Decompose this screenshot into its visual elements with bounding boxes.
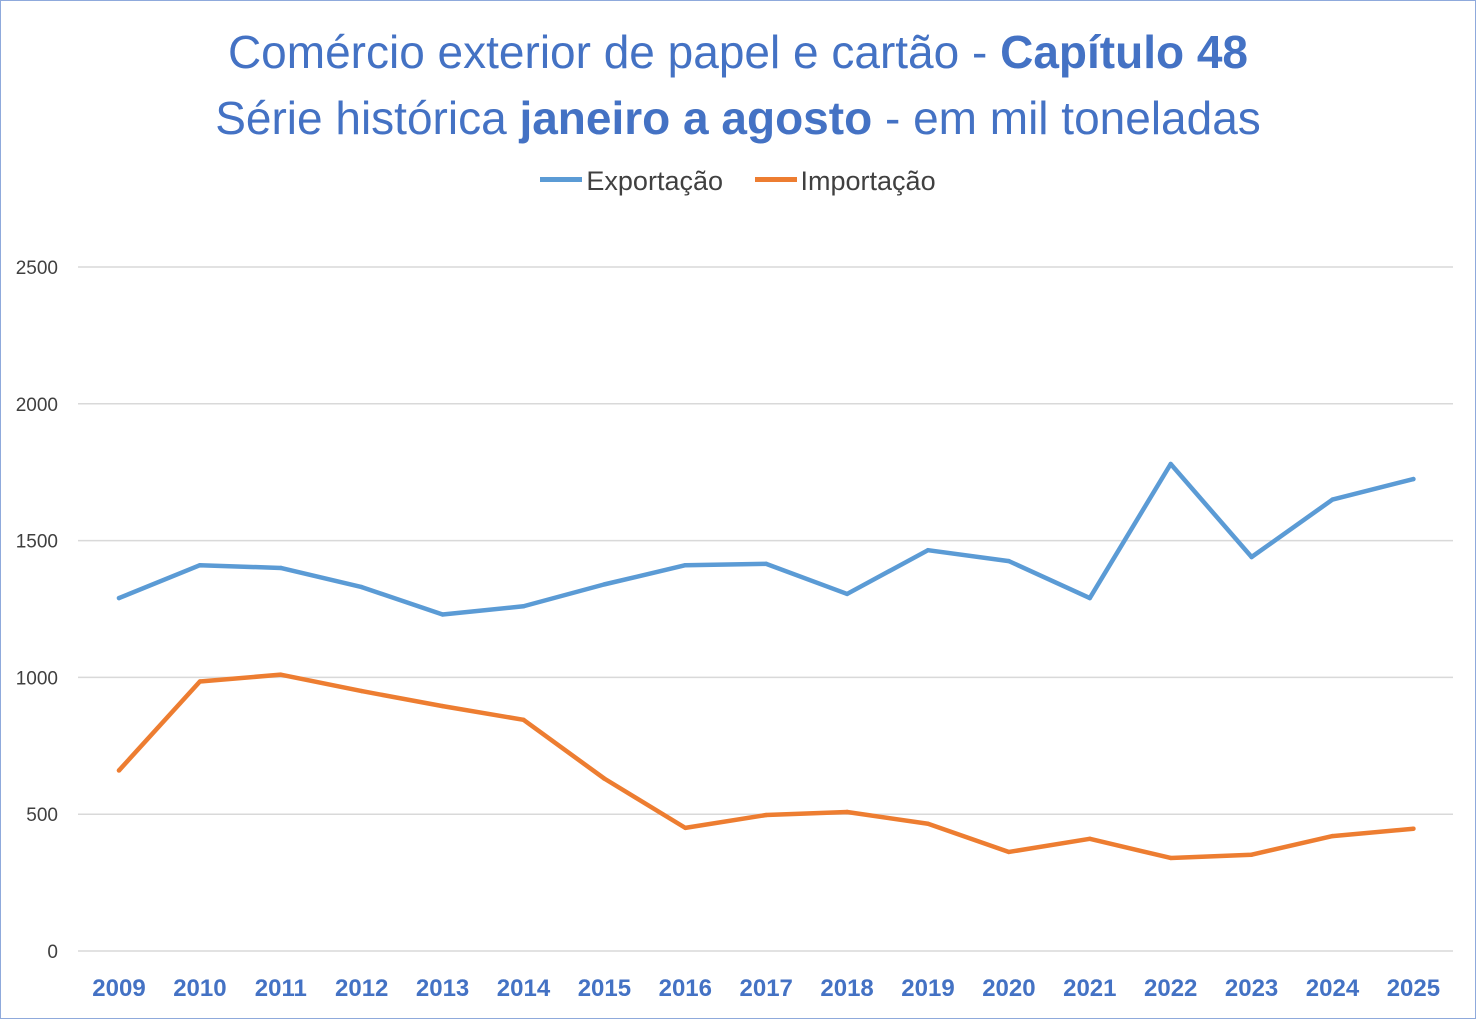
data-point-exportacao-2020 [1006,558,1012,564]
chart-title-line-1-bold: Capítulo 48 [1000,26,1249,78]
y-tick-label-1000: 1000 [16,668,58,689]
data-point-importacao-2013 [440,703,445,709]
data-point-importacao-2017 [764,812,769,818]
data-point-exportacao-2023 [1249,554,1254,560]
data-point-importacao-2020 [1006,849,1012,855]
data-point-exportacao-2011 [278,565,283,571]
data-point-importacao-2011 [278,672,283,677]
y-tick-label-2500: 2500 [16,258,58,279]
data-point-importacao-2025 [1411,826,1416,831]
chart-title-line-2-regular-b: - em mil toneladas [872,92,1261,144]
chart-legend: Exportação Importação [0,166,1476,197]
series-line-importacao [116,672,1416,861]
data-point-exportacao-2019 [925,547,931,553]
data-point-importacao-2024 [1330,833,1335,839]
data-point-exportacao-2016 [683,563,688,568]
x-tick-label-2019: 2019 [901,975,954,1002]
data-point-importacao-2021 [1087,836,1093,842]
chart-title-line-2: Série histórica janeiro a agosto - em mi… [0,88,1476,148]
x-tick-label-2015: 2015 [578,975,631,1002]
data-point-exportacao-2012 [359,584,364,590]
x-tick-label-2010: 2010 [173,975,226,1002]
x-tick-label-2025: 2025 [1387,975,1440,1002]
data-point-importacao-2019 [925,821,931,826]
data-point-importacao-2014 [521,717,526,723]
legend-item-importacao: Importação [754,166,936,197]
chart-title-line-1: Comércio exterior de papel e cartão - Ca… [0,22,1476,82]
x-tick-label-2021: 2021 [1063,975,1116,1002]
data-point-importacao-2010 [197,679,203,684]
data-point-importacao-2022 [1168,855,1173,861]
x-tick-label-2022: 2022 [1144,975,1197,1002]
x-tick-label-2016: 2016 [659,975,712,1002]
data-point-exportacao-2010 [197,563,203,568]
y-tick-label-2000: 2000 [16,395,58,416]
data-point-importacao-2016 [683,825,688,831]
y-tick-label-500: 500 [26,805,58,826]
data-point-importacao-2023 [1249,852,1254,857]
x-tick-label-2011: 2011 [255,975,307,1002]
legend-label-exportacao: Exportação [586,166,723,196]
legend-swatch-importacao [754,177,797,183]
data-point-exportacao-2022 [1168,461,1173,467]
x-tick-label-2009: 2009 [92,975,145,1002]
x-tick-label-2020: 2020 [982,975,1035,1002]
legend-item-exportacao: Exportação [540,166,723,197]
chart-title-line-2-regular-a: Série histórica [215,92,520,144]
x-tick-label-2024: 2024 [1306,975,1360,1002]
series-line-exportacao [116,461,1416,617]
legend-swatch-exportacao [540,177,583,183]
data-point-exportacao-2024 [1330,497,1335,502]
data-point-exportacao-2018 [844,591,850,597]
x-tick-label-2018: 2018 [820,975,873,1002]
x-tick-label-2012: 2012 [335,975,388,1002]
data-point-exportacao-2015 [602,582,607,587]
data-point-exportacao-2021 [1087,595,1093,601]
x-tick-label-2014: 2014 [497,975,551,1002]
y-tick-label-0: 0 [47,942,58,963]
chart-title-line-1-regular: Comércio exterior de papel e cartão - [227,26,1001,78]
data-point-exportacao-2025 [1411,476,1416,482]
data-point-importacao-2015 [602,776,607,781]
x-tick-label-2023: 2023 [1225,975,1278,1002]
data-point-importacao-2012 [359,688,364,694]
legend-label-importacao: Importação [800,166,936,196]
x-tick-label-2017: 2017 [740,975,793,1002]
x-tick-label-2013: 2013 [416,975,469,1002]
data-point-exportacao-2013 [440,612,445,617]
data-point-exportacao-2014 [521,604,526,609]
data-point-exportacao-2009 [116,595,122,601]
data-point-importacao-2018 [844,809,850,815]
y-tick-label-1500: 1500 [16,532,58,553]
data-point-exportacao-2017 [764,561,769,567]
data-point-importacao-2009 [116,768,122,773]
chart-title-line-2-bold: janeiro a agosto [519,92,873,144]
